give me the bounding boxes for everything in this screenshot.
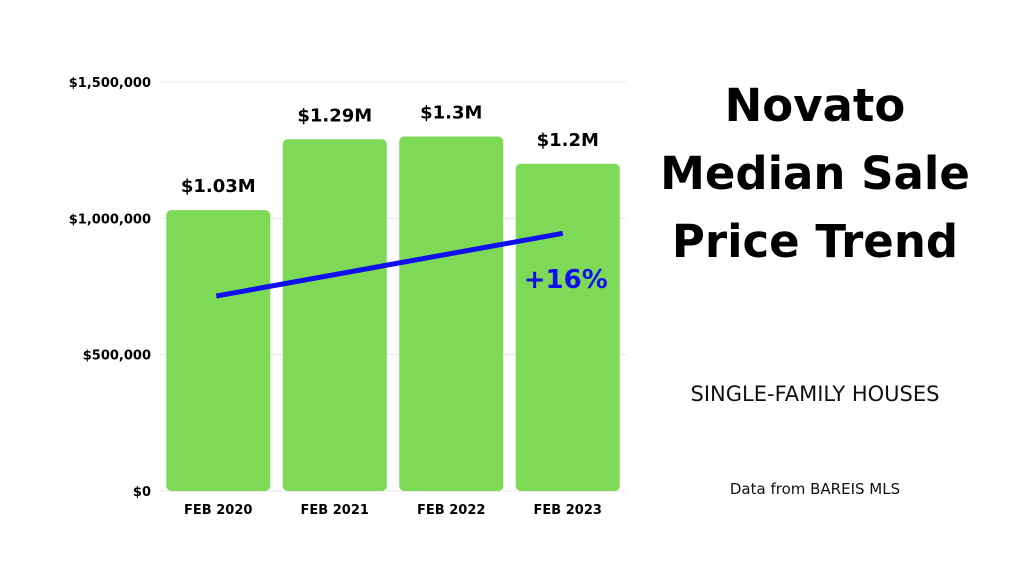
chart-title: Novato Median Sale Price Trend <box>640 72 990 276</box>
bar <box>282 139 387 491</box>
bar-chart: $0$500,000$1,000,000$1,500,000 $1.03M$1.… <box>69 76 626 518</box>
title-line-1: Novato <box>724 79 906 132</box>
data-label: $1.3M <box>420 103 482 124</box>
x-axis-ticks: FEB 2020 FEB 2021 FEB 2022 FEB 2023 <box>184 503 602 518</box>
bar <box>515 163 620 492</box>
title-line-2: Median Sale <box>660 147 970 200</box>
x-tick-label: FEB 2022 <box>417 503 485 518</box>
data-label: $1.29M <box>297 105 372 126</box>
x-tick-label: FEB 2023 <box>534 503 602 518</box>
x-tick-label: FEB 2020 <box>184 503 252 518</box>
data-label: $1.03M <box>181 176 256 197</box>
y-tick-label: $1,500,000 <box>69 76 151 91</box>
y-tick-label: $1,000,000 <box>69 212 151 227</box>
y-axis-ticks: $0 $500,000 $1,000,000 $1,500,000 <box>69 76 151 500</box>
trend-line <box>215 230 564 299</box>
bar <box>166 210 271 492</box>
bars <box>166 136 620 492</box>
y-tick-label: $0 <box>133 485 151 500</box>
trend-annotation: +16% <box>524 265 608 295</box>
data-label: $1.2M <box>537 130 599 151</box>
x-tick-label: FEB 2021 <box>301 503 369 518</box>
title-line-3: Price Trend <box>671 215 959 268</box>
trend-layer: +16% <box>215 230 608 299</box>
data-labels: $1.03M $1.29M $1.3M $1.2M <box>181 103 599 198</box>
bar <box>399 136 504 492</box>
data-source-note: Data from BAREIS MLS <box>729 480 901 498</box>
chart-subtitle: SINGLE-FAMILY HOUSES <box>690 382 940 406</box>
y-tick-label: $500,000 <box>83 349 151 364</box>
